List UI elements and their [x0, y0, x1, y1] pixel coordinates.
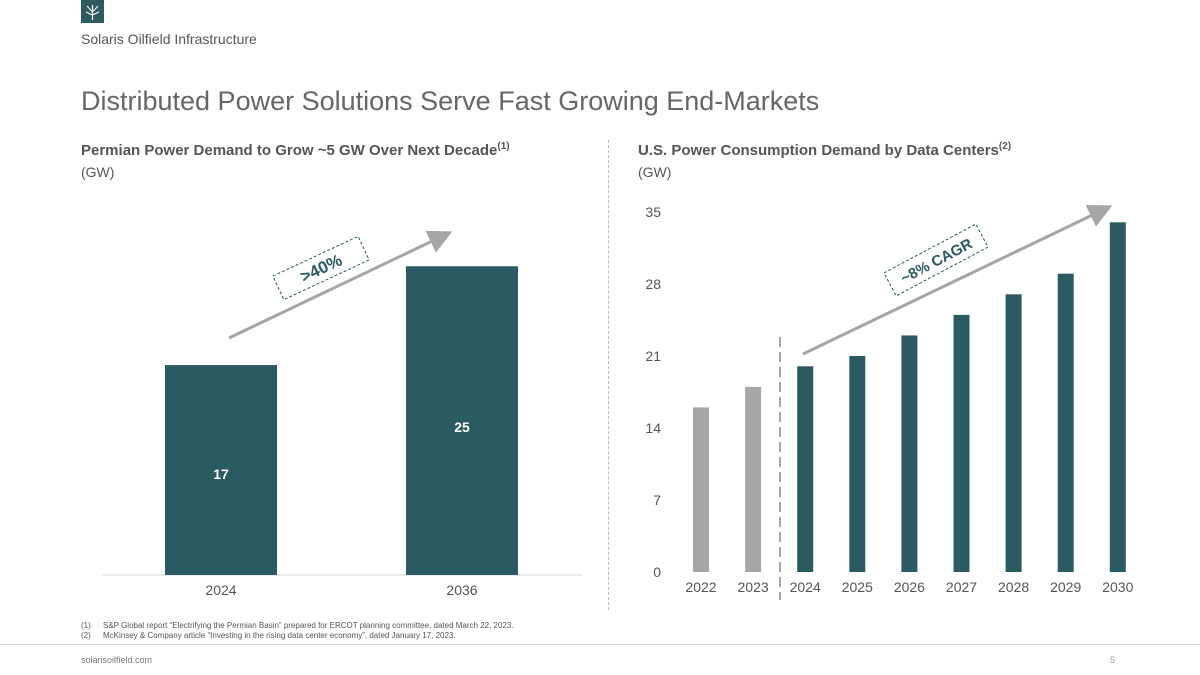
company-logo — [81, 0, 104, 23]
left-x-tick-2036: 2036 — [446, 582, 477, 598]
left-bar-2036 — [406, 266, 518, 575]
right-x-tick-2022: 2022 — [685, 579, 716, 595]
footnote-1: (1) S&P Global report “Electrifying the P… — [81, 621, 514, 630]
right-bar-2023 — [745, 386, 762, 572]
left-growth-arrow — [228, 230, 453, 340]
right-chart-unit: (GW) — [638, 164, 672, 180]
page-title: Distributed Power Solutions Serve Fast G… — [81, 86, 820, 116]
left-annotation-box — [272, 235, 370, 301]
left-chart-unit: (GW) — [81, 164, 115, 180]
left-chart-title: Permian Power Demand to Grow ~5 GW Over … — [81, 141, 510, 159]
right-y-tick-28: 28 — [645, 276, 661, 292]
left-data-label-2024: 17 — [213, 466, 229, 482]
right-y-tick-21: 21 — [645, 348, 661, 364]
chart-divider — [608, 140, 609, 610]
left-x-tick-2024: 2024 — [205, 582, 236, 598]
right-y-tick-14: 14 — [645, 420, 661, 436]
right-bar-2026 — [901, 335, 918, 572]
right-x-tick-2023: 2023 — [738, 579, 769, 595]
right-annotation-text: ~8% CAGR — [898, 235, 976, 287]
right-x-tick-2029: 2029 — [1050, 579, 1081, 595]
right-chart-title: U.S. Power Consumption Demand by Data Ce… — [638, 141, 1012, 159]
right-x-tick-2026: 2026 — [894, 579, 925, 595]
right-bar-2030 — [1109, 222, 1126, 573]
footnotes: (1) S&P Global report “Electrifying the P… — [81, 621, 514, 641]
left-data-label-2036: 25 — [454, 419, 470, 435]
right-x-tick-2030: 2030 — [1102, 579, 1133, 595]
right-growth-arrow — [802, 204, 1113, 356]
right-x-tick-2025: 2025 — [842, 579, 873, 595]
right-y-tick-7: 7 — [653, 492, 661, 508]
company-name: Solaris Oilfield Infrastructure — [81, 31, 257, 47]
right-y-tick-35: 35 — [645, 204, 661, 220]
page-number: 5 — [1110, 655, 1116, 665]
left-bar-2024 — [165, 365, 277, 575]
footnote-2: (2) McKinsey & Company article “Investing… — [81, 631, 456, 640]
right-bar-2027 — [953, 314, 970, 572]
footer-divider — [0, 644, 1200, 645]
right-y-tick-0: 0 — [653, 564, 661, 580]
right-bar-2022 — [693, 407, 709, 572]
right-x-tick-2028: 2028 — [998, 579, 1029, 595]
right-bar-2028 — [1005, 294, 1022, 572]
right-x-tick-2024: 2024 — [790, 579, 821, 595]
data-center-demand-chart: 0 7 14 21 28 35 2022 2023 2024 2025 2026 2027 2028 2… — [645, 204, 1134, 600]
right-bar-2029 — [1057, 273, 1074, 572]
website-link[interactable]: solarisoilfield.com — [81, 655, 153, 665]
right-bar-2025 — [849, 356, 866, 572]
right-bar-2024 — [797, 366, 814, 572]
right-x-tick-2027: 2027 — [946, 579, 977, 595]
right-annotation-box — [883, 223, 989, 297]
